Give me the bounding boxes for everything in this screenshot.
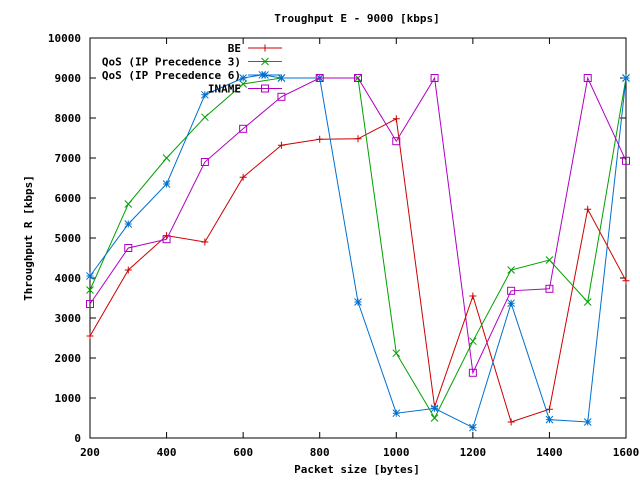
- data-point: [86, 272, 94, 280]
- data-point: [201, 90, 209, 99]
- x-tick-label: 400: [157, 446, 177, 459]
- data-point: [316, 135, 324, 143]
- data-point: [162, 154, 171, 162]
- data-point: [277, 141, 285, 149]
- data-point: [507, 418, 515, 426]
- data-point: [201, 113, 209, 122]
- chart-title: Troughput E - 9000 [kbps]: [274, 12, 440, 25]
- data-point: [469, 337, 477, 346]
- data-point: [315, 74, 324, 82]
- series-2: [86, 74, 630, 422]
- legend-marker: [261, 84, 269, 93]
- y-tick-label: 3000: [55, 312, 82, 325]
- data-point: [469, 292, 477, 300]
- data-point: [261, 84, 269, 93]
- x-tick-label: 1000: [383, 446, 410, 459]
- data-point: [354, 298, 362, 306]
- data-point: [622, 74, 630, 82]
- y-tick-label: 7000: [55, 152, 82, 165]
- x-tick-label: 600: [233, 446, 253, 459]
- y-tick-label: 5000: [55, 232, 82, 245]
- y-axis-label: Throughput R [kbps]: [22, 175, 35, 301]
- series-line: [89, 76, 627, 375]
- data-point: [392, 137, 401, 146]
- legend-marker: [261, 57, 269, 66]
- legend-label: BE: [228, 42, 241, 55]
- x-tick-label: 800: [310, 446, 330, 459]
- data-point: [584, 205, 592, 213]
- data-point: [86, 300, 94, 308]
- y-tick-label: 2000: [55, 352, 82, 365]
- axis-ticks: 0 1000 2000 3000 4000 5000 6000 7000 8000 9000 100…: [48, 32, 639, 459]
- y-tick-label: 10000: [48, 32, 81, 45]
- data-point: [622, 156, 630, 165]
- data-point: [261, 44, 269, 52]
- data-point: [124, 200, 133, 208]
- data-point: [507, 299, 515, 308]
- data-point: [583, 418, 592, 426]
- series-3: [86, 70, 630, 432]
- data-point: [201, 238, 209, 246]
- data-point: [430, 404, 439, 413]
- x-tick-label: 1600: [613, 446, 640, 459]
- data-point: [392, 115, 400, 123]
- x-tick-label: 1400: [536, 446, 563, 459]
- y-tick-label: 8000: [55, 112, 82, 125]
- series-line: [89, 74, 627, 429]
- legend-label: QoS (IP Precedence 6): [102, 69, 241, 82]
- series-1: [86, 115, 630, 426]
- y-tick-label: 6000: [55, 192, 82, 205]
- data-point: [507, 286, 516, 295]
- data-point: [354, 74, 362, 82]
- data-point: [583, 74, 592, 82]
- x-axis-label: Packet size [bytes]: [294, 463, 420, 476]
- series-layer: [86, 70, 630, 432]
- data-point: [239, 173, 247, 181]
- data-point: [86, 286, 94, 294]
- data-point: [239, 74, 247, 82]
- data-point: [261, 57, 269, 66]
- y-tick-label: 9000: [55, 72, 82, 85]
- data-point: [277, 74, 286, 82]
- data-point: [162, 235, 171, 244]
- y-tick-label: 4000: [55, 272, 82, 285]
- data-point: [277, 92, 286, 101]
- data-point: [583, 298, 592, 306]
- series-line: [89, 118, 627, 423]
- data-point: [354, 135, 362, 143]
- data-point: [545, 284, 554, 293]
- legend-label: QoS (IP Precedence 3): [102, 56, 241, 69]
- y-tick-label: 0: [74, 432, 81, 445]
- data-point: [124, 220, 133, 228]
- data-point: [545, 405, 553, 413]
- legend-label: INAME: [208, 83, 241, 96]
- legend-marker: [261, 71, 269, 79]
- data-point: [261, 71, 269, 79]
- data-point: [86, 332, 94, 340]
- series-line: [89, 77, 627, 420]
- series-4: [86, 74, 630, 377]
- data-point: [507, 266, 515, 274]
- data-point: [430, 414, 439, 422]
- data-point: [545, 256, 554, 264]
- x-tick-label: 1200: [460, 446, 487, 459]
- data-point: [468, 368, 477, 377]
- data-point: [622, 277, 630, 285]
- data-point: [239, 80, 247, 88]
- legend-marker: [261, 44, 269, 52]
- data-point: [239, 124, 248, 133]
- y-tick-label: 1000: [55, 392, 82, 405]
- data-point: [392, 349, 401, 358]
- data-point: [124, 266, 132, 274]
- data-point: [200, 158, 209, 166]
- data-point: [162, 180, 171, 188]
- data-point: [545, 415, 554, 424]
- data-point: [430, 74, 439, 82]
- data-point: [392, 409, 401, 418]
- data-point: [124, 244, 133, 252]
- x-tick-label: 200: [80, 446, 100, 459]
- data-point: [469, 423, 477, 432]
